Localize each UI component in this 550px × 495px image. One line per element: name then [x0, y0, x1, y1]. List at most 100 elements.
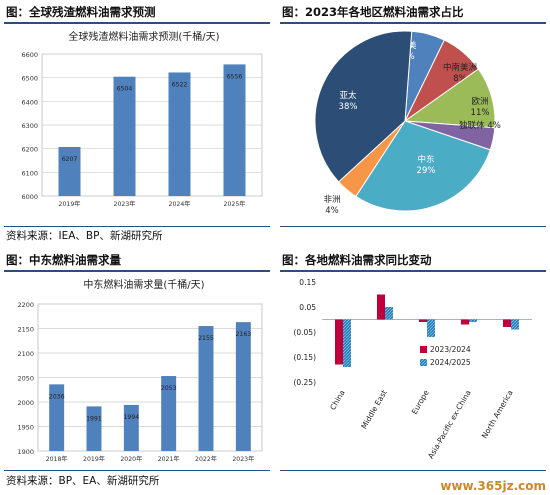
data-label: 2053 [161, 385, 177, 392]
y-tick-label: (0.25) [293, 378, 316, 387]
slice-value: 4% [325, 206, 339, 216]
data-label: 6207 [62, 156, 78, 163]
bar [385, 307, 393, 320]
y-tick-label: 6300 [21, 122, 38, 130]
legend-label: 2024/2025 [430, 358, 471, 367]
bar [58, 147, 81, 196]
slice-value: 38% [339, 102, 358, 112]
fig1-title: 图：全球残渣燃料油需求预测 [6, 5, 156, 19]
chart-title: 全球残渣燃料油需求预测(千桶/天) [68, 30, 219, 43]
slice-label: 独联体 4% [459, 120, 501, 131]
x-tick-label: Europe [410, 388, 431, 416]
x-tick-label: 2024年 [169, 200, 191, 208]
bar [198, 326, 214, 451]
global-demand-chart: 全球残渣燃料油需求预测(千桶/天) 6000 6100 6200 6300 6400 650… [21, 30, 263, 208]
middle-east-demand-chart: 中东燃料油需求量(千桶/天) 1900 1950 2000 2050 2100 2150 22… [17, 278, 263, 463]
legend-swatch [420, 359, 427, 366]
slice-value: 29% [417, 166, 436, 176]
y-tick-label: 2050 [17, 375, 34, 383]
x-tick-label: 2023年 [114, 200, 136, 208]
bar [343, 319, 351, 367]
slice-label: 欧洲 [471, 96, 488, 107]
bar [427, 319, 435, 337]
slice-label: 中南美洲 [443, 62, 477, 73]
data-label: 6504 [117, 86, 133, 93]
x-tick-label: 2021年 [158, 455, 180, 463]
fig4-title-rule [280, 270, 546, 272]
bar [235, 322, 251, 451]
legend-label: 2023/2024 [430, 345, 471, 354]
slice-value: 8% [453, 74, 467, 84]
bar [223, 64, 246, 196]
y-tick-label: 6600 [21, 51, 38, 59]
fig3-title-rule [4, 270, 270, 272]
data-label: 6522 [172, 81, 188, 88]
x-tick-label: 2022年 [195, 455, 217, 463]
slice-value: 11% [471, 108, 490, 118]
pie-slice [355, 120, 491, 212]
x-tick-label: 2020年 [120, 455, 142, 463]
y-tick-label: 6200 [21, 146, 38, 154]
data-label: 2036 [49, 393, 65, 400]
fig1-title-rule [4, 22, 270, 24]
y-tick-label: (0.05) [293, 328, 316, 337]
data-label: 2163 [235, 331, 251, 338]
bar [469, 319, 477, 322]
yoy-change-chart: 0.15 0.05 (0.05) (0.15) (0.25) China Middle Ea… [293, 278, 532, 461]
x-tick-label: Middle East [359, 388, 388, 430]
bar [461, 319, 469, 325]
data-label: 1994 [123, 414, 139, 421]
fig1-source: 资料来源：IEA、BP、新湖研究所 [6, 230, 163, 242]
y-tick-label: 2150 [17, 326, 34, 334]
data-label: 6556 [227, 73, 243, 80]
bar [86, 406, 102, 451]
x-tick-label: 2023年 [232, 455, 254, 463]
chart-title: 中东燃料油需求量(千桶/天) [83, 278, 204, 291]
y-tick-label: (0.15) [293, 353, 316, 362]
fig3-bottom-rule [4, 470, 270, 471]
data-label: 1991 [86, 415, 102, 422]
bar [335, 319, 343, 365]
y-tick-label: 6400 [21, 98, 38, 106]
y-tick-label: 6500 [21, 75, 38, 83]
fig3-source: 资料来源：BP、EA、新湖研究所 [6, 475, 160, 487]
pie-slice [314, 30, 413, 183]
y-tick-label: 0.15 [299, 278, 316, 287]
x-tick-label: Asia-Pacific ex-China [426, 389, 473, 461]
bar [168, 72, 191, 196]
y-tick-label: 0.05 [299, 303, 316, 312]
fig4-bottom-rule [280, 470, 546, 471]
bar [419, 319, 427, 322]
bar [49, 384, 65, 451]
fig1-bottom-rule [4, 226, 270, 227]
fig3-title: 图：中东燃料油需求量 [6, 253, 121, 267]
x-tick-label: 2025年 [224, 200, 246, 208]
legend-swatch [420, 346, 427, 353]
y-tick-label: 1950 [17, 424, 34, 432]
data-label: 2155 [198, 335, 214, 342]
bar [511, 319, 519, 330]
watermark: www.365jz.com [440, 479, 546, 493]
x-tick-label: North America [480, 389, 515, 441]
bar [113, 76, 136, 196]
fig2-title-rule [280, 22, 546, 24]
fig2-title: 图：2023年各地区燃料油需求占比 [282, 5, 464, 19]
y-tick-label: 2100 [17, 350, 34, 358]
y-tick-label: 2200 [17, 301, 34, 309]
y-tick-label: 1900 [17, 448, 34, 456]
bar [377, 294, 385, 320]
bar [123, 404, 139, 451]
y-tick-label: 2000 [17, 399, 34, 407]
bar [161, 376, 177, 451]
fig2-bottom-rule [280, 226, 546, 227]
bar [503, 319, 511, 327]
y-tick-label: 6000 [21, 193, 38, 201]
slice-label: 非洲 [323, 194, 340, 205]
x-tick-label: China [328, 389, 347, 412]
x-tick-label: 2018年 [46, 455, 68, 463]
y-tick-label: 6100 [21, 169, 38, 177]
slice-label: 中东 [417, 154, 434, 165]
x-tick-label: 2019年 [83, 455, 105, 463]
fig4-title: 图：各地燃料油需求同比变动 [282, 253, 432, 267]
